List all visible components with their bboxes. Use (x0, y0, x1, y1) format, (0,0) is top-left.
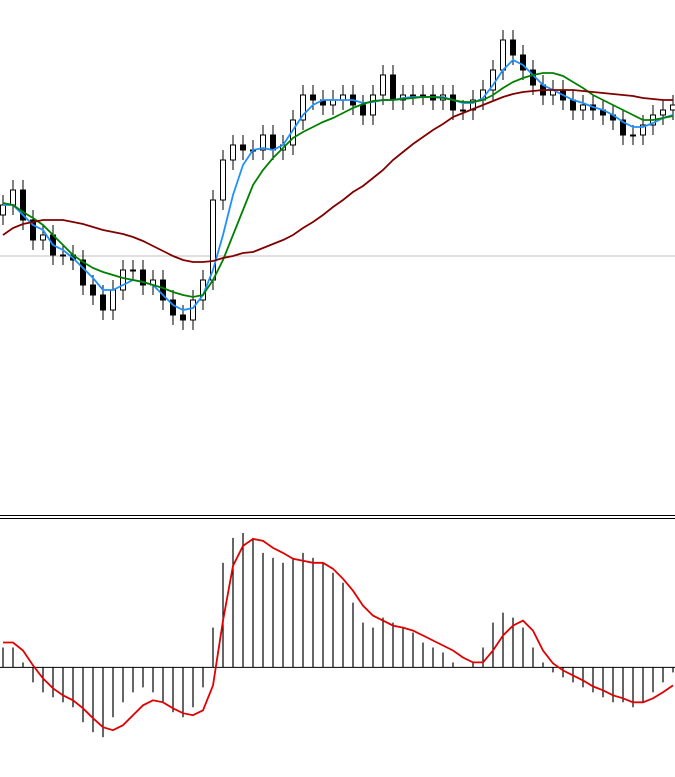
candle-body (160, 279, 166, 301)
candle-body (270, 134, 276, 151)
candle-body (110, 289, 116, 311)
candle-body (580, 104, 586, 111)
indicator-line (2, 72, 674, 298)
candle-body (370, 94, 376, 116)
candle-body (620, 119, 626, 136)
candle-body (500, 39, 506, 71)
indicator-line (3, 58, 674, 311)
candle-body (0, 204, 6, 216)
candle-body (140, 269, 146, 286)
candle-body (640, 124, 646, 136)
candle-body (300, 94, 306, 121)
candle-body (660, 109, 666, 116)
candle-body (220, 159, 226, 201)
candle-body (470, 99, 476, 111)
candle-body (380, 74, 386, 96)
candle-body (20, 189, 26, 221)
candle-body (60, 254, 66, 257)
candle-body (10, 189, 16, 206)
candle-body (520, 54, 526, 71)
candle-body (420, 94, 426, 97)
candle-body (80, 259, 86, 286)
candle-body (130, 269, 136, 272)
candle-body (190, 299, 196, 321)
candle-body (230, 144, 236, 161)
candle-body (240, 144, 246, 151)
candle-body (180, 314, 186, 321)
candle-body (460, 109, 466, 112)
candle-body (510, 39, 516, 56)
candle-body (30, 219, 36, 241)
candle-body (570, 99, 576, 111)
indicator-line (3, 537, 674, 732)
candle-body (360, 104, 366, 116)
candle-body (670, 104, 675, 111)
candle-body (40, 234, 46, 241)
candle-body (390, 74, 396, 101)
candle-body (170, 299, 176, 316)
indicator-line (2, 89, 673, 263)
candle-body (310, 94, 316, 101)
candle-body (120, 269, 126, 291)
candle-body (410, 94, 416, 97)
candle-body (450, 94, 456, 111)
candle-body (260, 134, 266, 151)
candle-body (630, 134, 636, 137)
candle-body (90, 284, 96, 296)
candle-body (100, 294, 106, 311)
